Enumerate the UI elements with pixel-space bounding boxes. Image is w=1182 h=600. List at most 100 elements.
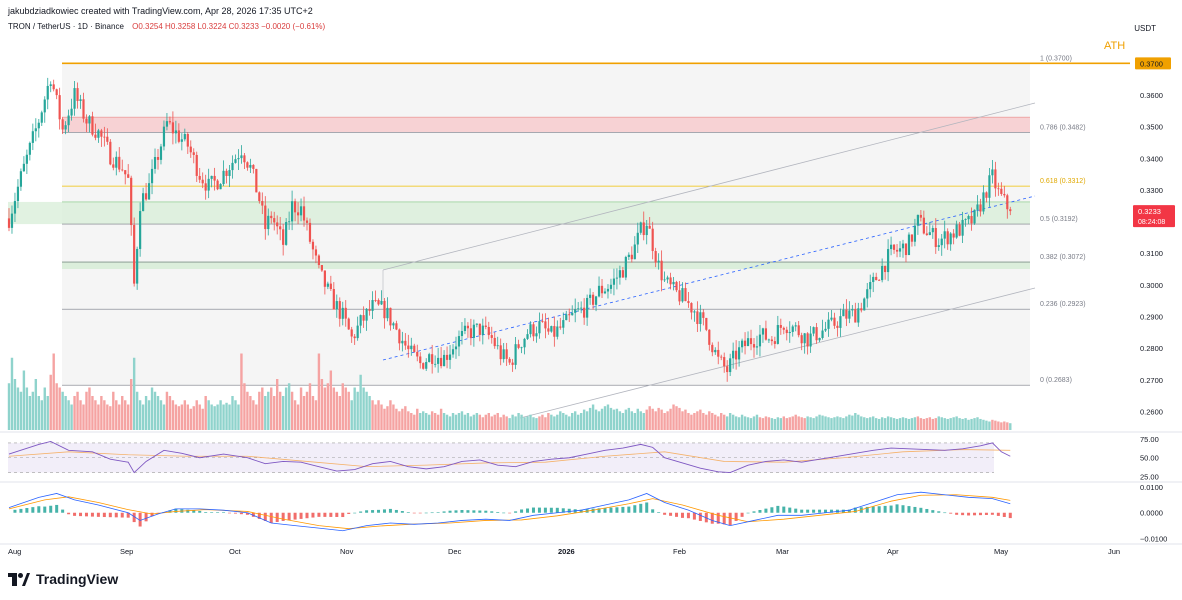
macd-histogram-bar: [895, 504, 899, 513]
volume-bar: [448, 416, 452, 430]
candle-body: [22, 163, 25, 172]
volume-bar: [407, 411, 410, 430]
macd-histogram-bar: [275, 512, 279, 522]
candle-body: [812, 327, 815, 334]
macd-histogram-bar: [311, 512, 315, 518]
volume-bar: [600, 408, 604, 430]
candle-body: [520, 347, 523, 349]
volume-bar: [997, 421, 1000, 430]
volume-bar: [714, 414, 717, 430]
volume-bar: [720, 413, 723, 430]
volume-bar: [413, 414, 416, 430]
macd-histogram-bar: [984, 512, 988, 515]
volume-bar: [535, 418, 538, 430]
volume-bar: [132, 357, 136, 430]
macd-histogram-bar: [877, 506, 881, 513]
candle-body: [657, 260, 660, 263]
candle-body: [377, 300, 380, 305]
volume-bar: [243, 383, 246, 430]
candle-body: [684, 288, 687, 302]
volume-bar: [568, 416, 571, 430]
candle-body: [49, 84, 52, 86]
volume-bar: [544, 417, 547, 430]
volume-bar: [797, 416, 800, 430]
candle-body: [571, 312, 574, 316]
macd-histogram-bar: [436, 512, 440, 513]
volume-bar: [162, 404, 166, 430]
candle-body: [1000, 188, 1003, 194]
candle-body: [654, 251, 657, 263]
macd-histogram-bar: [955, 512, 959, 515]
candle-body: [928, 232, 931, 236]
candle-body: [70, 108, 73, 116]
candle-body: [302, 206, 306, 221]
price-tick-label: 0.3000: [1140, 281, 1163, 290]
candle-body: [153, 157, 157, 169]
volume-bar: [678, 407, 681, 430]
volume-bar: [800, 417, 803, 430]
volume-bar: [874, 418, 878, 430]
last-price-badge: [1133, 205, 1175, 228]
volume-bar: [171, 400, 175, 430]
volume-bar: [517, 413, 520, 430]
candle-body: [746, 338, 750, 347]
volume-bar: [326, 383, 330, 430]
volume-bar: [943, 418, 946, 430]
volume-bar: [624, 409, 628, 430]
tradingview-brand[interactable]: TradingView: [8, 571, 118, 587]
candle-body: [857, 308, 860, 323]
candle-body: [28, 142, 31, 155]
macd-histogram-bar: [1008, 512, 1012, 519]
candle-body: [118, 156, 121, 170]
volume-bar: [812, 418, 815, 430]
macd-histogram-bar: [537, 507, 541, 513]
macd-histogram-bar: [126, 512, 130, 518]
volume-bar: [866, 418, 869, 430]
macd-histogram-bar: [245, 512, 249, 515]
symbol-name[interactable]: TRON / TetherUS · 1D · Binance: [8, 22, 124, 31]
macd-histogram-bar: [913, 506, 917, 513]
volume-bar: [711, 413, 714, 430]
volume-bar: [952, 417, 955, 430]
volume-bar: [773, 418, 777, 430]
macd-histogram-bar: [25, 508, 29, 513]
candle-body: [67, 115, 70, 126]
time-axis[interactable]: Aug Sep Oct Nov Dec 2026 Feb Mar Apr May Jun: [0, 543, 1182, 556]
candle-body: [749, 338, 753, 345]
volume-bar: [228, 404, 231, 430]
candle-body: [264, 205, 267, 230]
volume-bar: [609, 407, 613, 430]
time-tick-label: Sep: [120, 547, 133, 556]
macd-histogram-bar: [698, 512, 702, 521]
volume-layer: [7, 353, 1012, 430]
volume-bar: [10, 357, 14, 430]
candle-body: [189, 146, 192, 153]
volume-bar: [869, 417, 872, 430]
volume-bar: [663, 413, 666, 430]
macd-histogram-bar: [734, 512, 738, 521]
candle-body: [225, 170, 228, 176]
volume-bar: [109, 406, 112, 430]
volume-bar: [49, 374, 52, 430]
macd-histogram-bar: [233, 512, 237, 514]
volume-bar: [106, 404, 109, 430]
macd-histogram-bar: [430, 512, 434, 514]
volume-bar: [690, 414, 693, 430]
candle-body: [112, 164, 115, 168]
macd-histogram-bar: [645, 502, 649, 513]
volume-bar: [174, 404, 178, 430]
volume-bar: [886, 416, 890, 430]
volume-bar: [85, 391, 88, 430]
macd-histogram-bar: [442, 511, 446, 513]
symbol-line: TRON / TetherUS · 1D · Binance O0.3254 H…: [8, 22, 325, 31]
candle-body: [150, 168, 154, 184]
price-axis[interactable]: 0.37000.36000.35000.34000.33000.32000.31…: [1133, 57, 1175, 416]
candle-body: [365, 309, 368, 321]
ohlc-values: O0.3254 H0.3258 L0.3224 C0.3233 −0.0020 …: [132, 22, 326, 31]
time-tick-label: Oct: [229, 547, 242, 556]
volume-bar: [514, 416, 517, 430]
volume-bar: [419, 413, 422, 430]
candle-body: [171, 122, 174, 134]
price-tick-label: 0.3100: [1140, 249, 1163, 258]
